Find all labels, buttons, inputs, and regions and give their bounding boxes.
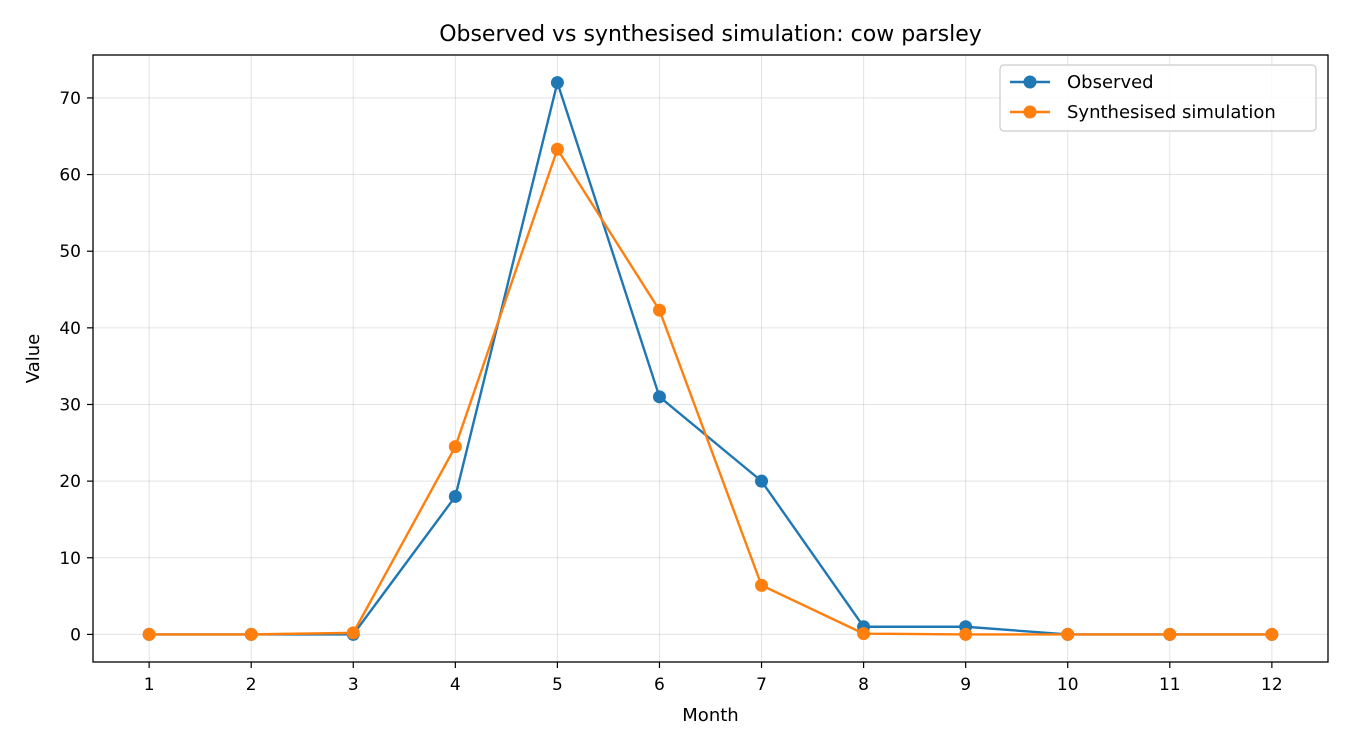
x-tick-label: 9 [960,675,971,695]
x-tick-label: 8 [858,675,869,695]
data-point [652,303,666,317]
legend-swatch-marker [1023,105,1037,119]
x-tick-label: 10 [1057,675,1079,695]
plot-frame [92,54,1329,663]
data-point [755,474,769,488]
data-point [1163,627,1177,641]
x-tick-label: 12 [1261,675,1283,695]
y-tick-label: 60 [59,166,81,186]
y-tick-label: 30 [59,395,81,415]
data-point [448,440,462,454]
data-point [346,626,360,640]
y-tick-label: 0 [70,625,81,645]
series-1 [142,142,1279,641]
data-point [1265,627,1279,641]
x-tick-label: 7 [756,675,767,695]
data-point [244,627,258,641]
y-tick-label: 20 [59,472,81,492]
legend-item: Observed [1010,72,1154,93]
data-point [550,76,564,90]
legend-label: Observed [1067,72,1154,93]
x-axis-title: Month [682,705,738,726]
legend-swatch-marker [1023,75,1037,89]
data-point [959,627,973,641]
y-tick-label: 70 [59,89,81,109]
data-point [142,627,156,641]
data-point [857,627,871,641]
data-point [448,489,462,503]
y-tick-label: 40 [59,319,81,339]
y-tick-label: 50 [59,242,81,262]
legend-item: Synthesised simulation [1010,102,1276,123]
chart-title: Observed vs synthesised simulation: cow … [439,22,982,47]
x-tick-label: 6 [654,675,665,695]
x-tick-label: 1 [144,675,155,695]
data-point [755,578,769,592]
data-point [652,390,666,404]
series-line [149,148,1272,636]
series-layer [142,76,1279,641]
data-point [1061,627,1075,641]
y-tick-label: 10 [59,549,81,569]
x-tick-label: 11 [1159,675,1181,695]
x-tick-label: 5 [552,675,563,695]
legend: Observed Synthesised simulation [999,64,1317,132]
data-point [550,142,564,156]
x-tick-label: 2 [246,675,257,695]
legend-label: Synthesised simulation [1067,102,1276,123]
x-tick-label: 4 [450,675,461,695]
legend-box [999,64,1317,132]
x-tick-label: 3 [348,675,359,695]
y-axis-title: Value [23,334,44,383]
